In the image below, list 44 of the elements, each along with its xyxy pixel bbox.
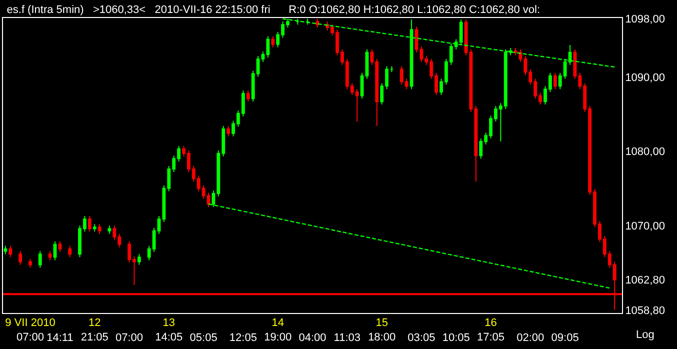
y-tick-label: 1080,00 xyxy=(625,146,665,158)
candlestick xyxy=(316,18,320,28)
candlestick xyxy=(108,225,112,234)
x-tick-label: 12:05 xyxy=(229,332,257,344)
candlestick xyxy=(98,224,102,234)
candlestick xyxy=(92,224,96,232)
x-tick-label: 07:00 xyxy=(116,332,144,344)
y-tick-label: 1098,00 xyxy=(625,14,665,26)
candlestick xyxy=(88,215,92,232)
candlestick xyxy=(8,245,12,258)
x-tick-label: 14 19:00 xyxy=(264,317,292,344)
candlestick xyxy=(137,254,141,266)
x-tick-label: 02:00 xyxy=(516,332,544,344)
candlestick xyxy=(53,240,57,261)
chart-title: es.f (Intra 5min) >1060,33< 2010-VII-16 22:15:00 fri R:0 O:1062,80 H:1062,80 L:1062,80 C:1062,80 vol: xyxy=(6,4,540,16)
candlestick xyxy=(38,250,42,268)
candlestick xyxy=(226,125,230,137)
candlestick xyxy=(365,48,369,80)
candlestick xyxy=(48,250,52,261)
y-tick-label: 1090,00 xyxy=(625,72,665,84)
x-tick-label: 03:05 xyxy=(408,332,436,344)
candlestick xyxy=(68,245,72,258)
x-tick-label: 13 14:05 xyxy=(155,317,183,344)
x-tick-label: 14:11 xyxy=(46,332,74,344)
y-tick-label: 1062,80 xyxy=(625,274,665,287)
candlestick xyxy=(390,66,394,73)
candlestick xyxy=(4,245,8,255)
candlestick xyxy=(246,90,250,102)
y-tick-label: 1070,00 xyxy=(625,220,665,233)
candlestick xyxy=(553,72,557,90)
candlestick xyxy=(271,36,275,48)
x-tick-label: 12 21:05 xyxy=(80,317,108,344)
candlestick xyxy=(18,250,22,266)
candlestick xyxy=(58,240,62,252)
x-tick-label: 15 18:00 xyxy=(368,317,396,344)
x-tick-label: 10:05 xyxy=(442,332,470,344)
x-tick-label: 05:05 xyxy=(190,332,218,344)
y-tick-label: 1058,80 xyxy=(625,304,665,317)
x-tick-label: 11:03 xyxy=(334,332,361,344)
candlestick xyxy=(28,258,32,268)
x-tick-label: 09:05 xyxy=(551,332,579,344)
x-tick-label: 04:00 xyxy=(298,332,326,344)
x-tick-label: 16 17:05 xyxy=(477,317,505,344)
text: Log xyxy=(636,329,654,341)
